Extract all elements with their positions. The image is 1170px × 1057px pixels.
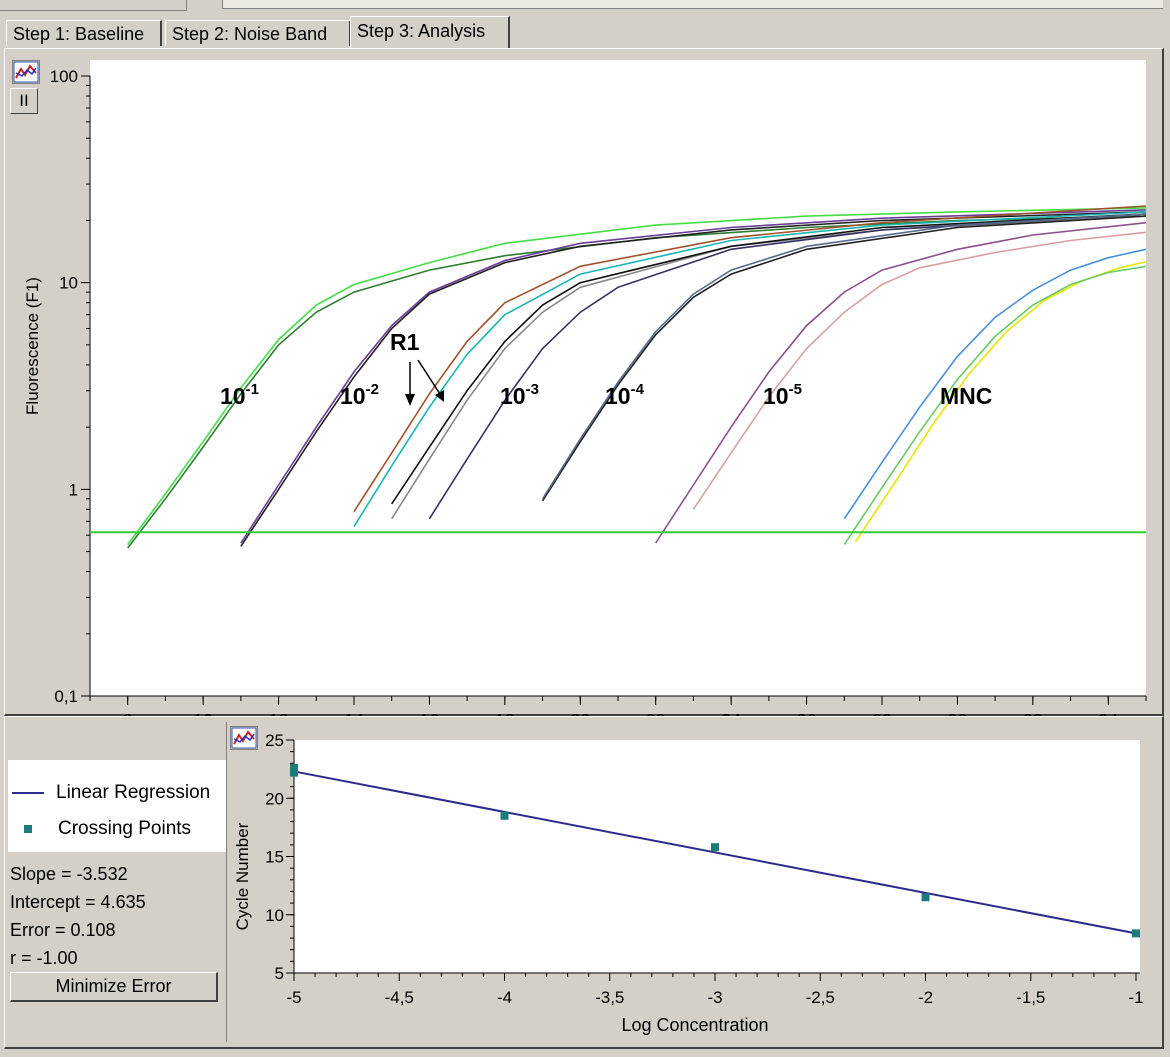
r1-label: R1 (390, 329, 420, 355)
tab-noise-band[interactable]: Step 2: Noise Band (165, 20, 351, 46)
amplification-curve (428, 213, 1147, 520)
x-tick-label: -3 (707, 988, 722, 1007)
y-tick-label: 5 (275, 964, 284, 983)
regression-options-icon[interactable] (230, 726, 258, 750)
y-tick-label: 100 (50, 67, 78, 86)
intercept-value: Intercept = 4.635 (10, 892, 146, 912)
dilution-label: 10-3 (500, 381, 539, 409)
dilution-label: 10-4 (605, 381, 645, 409)
line-swatch (12, 791, 44, 794)
amplification-curve (655, 221, 1147, 544)
x-axis-label: Log Concentration (621, 1015, 768, 1035)
amplification-chart: 1001010,1810121416182022242628303234Cycl… (23, 60, 1147, 716)
amplification-panel (4, 48, 1164, 716)
x-tick-label: 12 (269, 711, 289, 716)
crossing-point (711, 843, 719, 852)
y-tick-label: 20 (265, 789, 284, 808)
x-tick-label: 14 (344, 711, 364, 716)
crossing-point (500, 811, 509, 820)
legend-points-item: Crossing Points (8, 818, 191, 840)
crossing-point (1132, 929, 1140, 938)
amplification-curve (541, 213, 1147, 500)
amplification-curve (692, 231, 1147, 510)
x-tick-label: -1,5 (1016, 988, 1045, 1007)
point-swatch (24, 824, 32, 833)
dilution-label: 10-2 (340, 381, 379, 409)
dilution-label: MNC (940, 383, 992, 409)
legend-points-label: Crossing Points (58, 818, 192, 839)
x-tick-label: 24 (721, 711, 741, 716)
x-tick-label: 32 (1023, 711, 1043, 716)
x-tick-label: 22 (646, 711, 666, 716)
x-tick-label: 26 (797, 711, 817, 716)
y-axis-label: Fluorescence (F1) (23, 277, 42, 415)
r1-arrow-shaft (417, 359, 441, 395)
error-value: Error = 0.108 (10, 920, 116, 940)
y-tick-label: 25 (265, 731, 284, 750)
chart-options-icon[interactable] (12, 60, 40, 84)
x-tick-label: -4 (497, 988, 512, 1007)
amplification-curve (541, 215, 1147, 502)
minimize-error-button[interactable]: Minimize Error (10, 972, 218, 1002)
plot-area (90, 60, 1146, 696)
standard-curve-panel (4, 716, 1164, 1049)
amplification-curve (240, 209, 1147, 544)
crossing-point (290, 768, 298, 777)
x-tick-label: 8 (123, 711, 133, 716)
r-value: r = -1.00 (10, 948, 78, 968)
x-tick-label: -1 (1128, 988, 1143, 1007)
amplification-curve (391, 213, 1147, 505)
regression-line (293, 770, 1137, 935)
amplification-curve (391, 215, 1147, 520)
y-tick-label: 0,1 (54, 687, 78, 706)
x-tick-label: -4,5 (385, 988, 414, 1007)
amplification-curve (240, 211, 1147, 547)
tab-baseline[interactable]: Step 1: Baseline (6, 20, 162, 46)
top-strip-left (0, 0, 187, 11)
legend-line-label: Linear Regression (56, 782, 211, 803)
amplification-curve (353, 205, 1147, 513)
plot-area (294, 740, 1140, 973)
y-tick-label: 15 (265, 848, 284, 867)
dilution-label: 10-5 (763, 381, 802, 409)
regression-stats: Slope = -3.532 Intercept = 4.635 Error =… (10, 860, 146, 972)
x-tick-label: -2,5 (806, 988, 835, 1007)
legend-line-item: Linear Regression (8, 782, 210, 804)
pause-button[interactable]: II (10, 88, 38, 114)
r1-arrow-head (405, 394, 415, 406)
amplification-curve (843, 265, 1147, 546)
x-tick-label: -3,5 (595, 988, 624, 1007)
top-strip (0, 0, 1170, 14)
standard-curve-chart: 25 20 15 10 5-5 -4,5 -4 -3,5 -3 -2,5 -2 -1,5 -1 Log C… (233, 731, 1144, 1035)
x-tick-label: 10 (193, 711, 213, 716)
y-tick-label: 10 (265, 906, 284, 925)
x-tick-label: 30 (947, 711, 967, 716)
top-strip-field (222, 0, 1163, 9)
amplification-curve (843, 248, 1147, 520)
y-axis-label: Cycle Number (233, 822, 252, 930)
amplification-curve (127, 215, 1147, 549)
x-tick-label: 16 (419, 711, 439, 716)
crossing-point (921, 893, 930, 902)
legend: Linear Regression Crossing Points (8, 760, 226, 852)
x-tick-label: 28 (872, 711, 892, 716)
r1-arrow-head (435, 390, 444, 402)
crossing-point (290, 763, 298, 772)
amplification-curve (127, 207, 1147, 546)
dilution-label: 10-1 (220, 381, 259, 409)
x-tick-label: 18 (495, 711, 515, 716)
x-tick-label: 20 (570, 711, 590, 716)
x-tick-label: 34 (1098, 711, 1118, 716)
y-tick-label: 1 (69, 480, 78, 499)
regression-frame (226, 722, 1161, 1042)
x-tick-label: -5 (286, 988, 301, 1007)
slope-value: Slope = -3.532 (10, 864, 128, 884)
tab-analysis[interactable]: Step 3: Analysis (350, 16, 510, 48)
amplification-curve (353, 211, 1147, 528)
y-tick-label: 10 (59, 274, 78, 293)
x-tick-label: -2 (918, 988, 933, 1007)
